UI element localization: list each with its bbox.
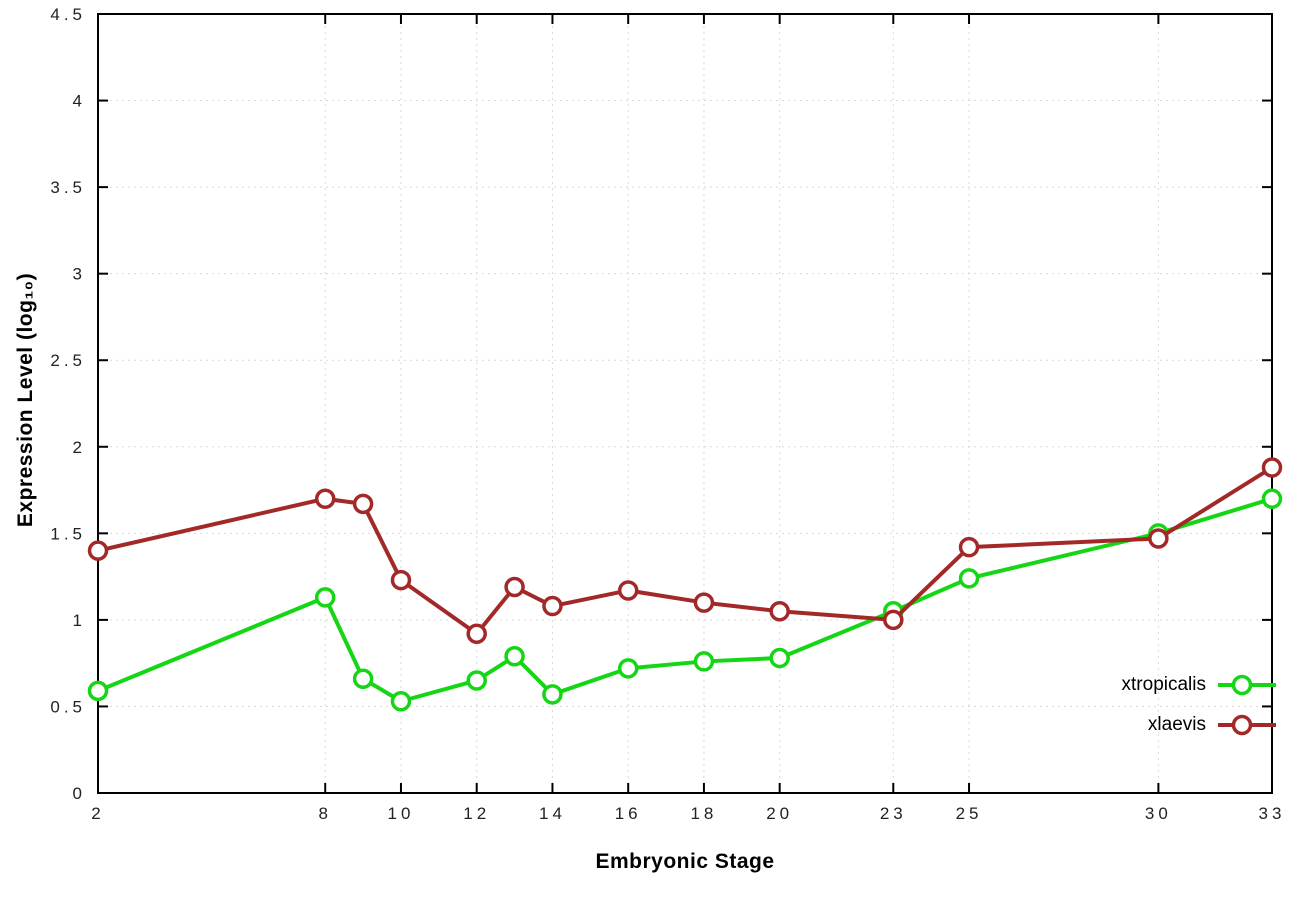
data-point-xtropicalis	[390, 691, 412, 712]
svg-text:14: 14	[539, 804, 566, 823]
svg-text:10: 10	[388, 804, 415, 823]
legend-line-sample-xtropicalis	[1218, 674, 1276, 696]
x-axis-title: Embryonic Stage	[595, 850, 775, 873]
svg-text:4: 4	[73, 92, 86, 111]
legend-line-sample-xlaevis	[1218, 714, 1276, 736]
svg-text:1.5: 1.5	[50, 524, 86, 543]
data-point-xlaevis	[466, 623, 487, 644]
legend-item-xtropicalis: xtropicalis	[1122, 672, 1278, 698]
data-point-xtropicalis	[617, 658, 639, 679]
data-point-xlaevis	[314, 488, 336, 509]
y-tick-labels: 0 0.5 1 1.5 2 2.5 3 3.5 4 4.5	[50, 5, 86, 803]
svg-text:0.5: 0.5	[50, 697, 86, 716]
data-point-xlaevis	[617, 580, 639, 601]
legend-item-xlaevis: xlaevis	[1148, 712, 1278, 738]
svg-text:4.5: 4.5	[50, 5, 86, 24]
svg-text:8: 8	[318, 804, 331, 823]
data-point-xlaevis	[769, 600, 790, 622]
svg-text:3: 3	[73, 265, 86, 284]
series-xlaevis	[87, 457, 1283, 644]
data-point-xlaevis	[883, 609, 904, 631]
svg-text:23: 23	[880, 804, 907, 823]
data-point-xlaevis	[352, 493, 374, 515]
svg-text:33: 33	[1259, 804, 1286, 823]
svg-text:2: 2	[73, 438, 86, 457]
data-point-xlaevis	[87, 540, 109, 561]
data-point-xtropicalis	[1261, 488, 1283, 509]
svg-text:12: 12	[463, 804, 490, 823]
svg-text:20: 20	[766, 804, 793, 823]
svg-text:25: 25	[956, 804, 983, 823]
data-point-xtropicalis	[504, 645, 525, 667]
data-point-xtropicalis	[87, 680, 109, 702]
svg-text:2: 2	[91, 804, 104, 823]
data-point-xtropicalis	[958, 568, 980, 589]
data-point-xlaevis	[1261, 457, 1283, 478]
legend-label-xlaevis: xlaevis	[1147, 714, 1206, 735]
svg-text:0: 0	[73, 784, 86, 803]
y-axis-title: Expression Level (log₁₀)	[14, 272, 37, 528]
data-point-xtropicalis	[693, 651, 715, 672]
data-point-xtropicalis	[352, 668, 374, 689]
grid-lines	[97, 13, 1273, 794]
data-point-xlaevis	[1148, 528, 1169, 549]
x-tick-labels: 2 8 10 12 14 16 18 20 23 25 30 33	[91, 804, 1286, 823]
legend: xtropicalis xlaevis	[1122, 672, 1278, 738]
plot-border	[97, 13, 1273, 794]
svg-text:16: 16	[615, 804, 642, 823]
data-point-xlaevis	[693, 592, 715, 613]
data-point-xlaevis	[504, 576, 525, 598]
data-point-xlaevis	[542, 595, 563, 617]
data-point-xtropicalis	[769, 647, 790, 669]
data-point-xlaevis	[958, 536, 980, 558]
svg-text:3.5: 3.5	[50, 178, 86, 197]
svg-text:18: 18	[690, 804, 717, 823]
legend-label-xtropicalis: xtropicalis	[1121, 674, 1206, 695]
svg-text:30: 30	[1145, 804, 1172, 823]
data-point-xlaevis	[390, 569, 412, 591]
data-point-xtropicalis	[466, 670, 487, 691]
svg-text:2.5: 2.5	[50, 351, 86, 370]
svg-text:1: 1	[73, 611, 86, 630]
data-point-xtropicalis	[542, 684, 563, 705]
tick-marks	[97, 13, 1273, 794]
data-point-xtropicalis	[314, 587, 336, 608]
